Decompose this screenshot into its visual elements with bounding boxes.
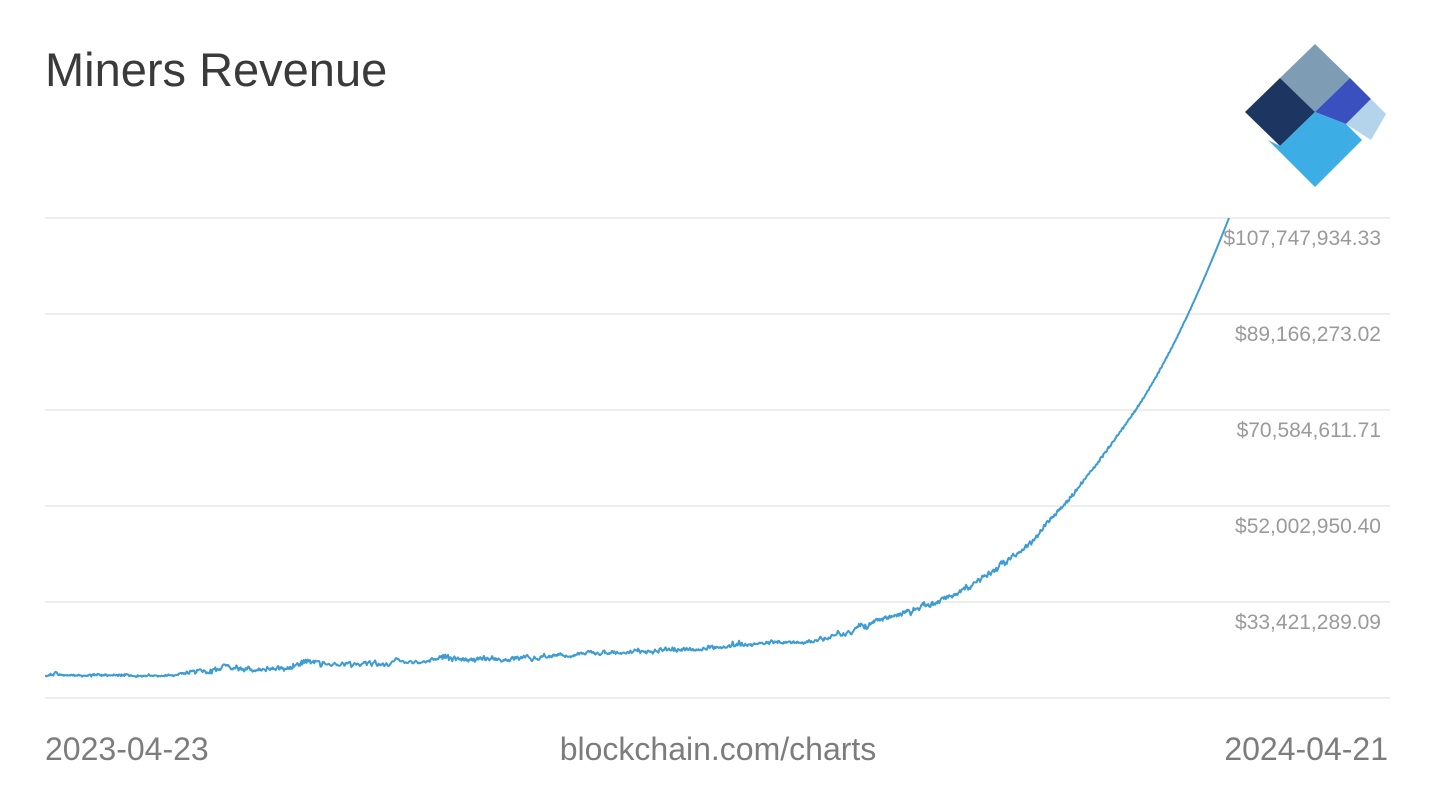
chart-title: Miners Revenue [45, 43, 388, 96]
logo-tile-lightblue [1346, 99, 1386, 140]
y-tick-label: $89,166,273.02 [1235, 323, 1381, 346]
source-label: blockchain.com/charts [559, 731, 877, 767]
y-tick-label: $70,584,611.71 [1237, 419, 1381, 442]
x-axis-start-label: 2023-04-23 [45, 731, 209, 767]
y-tick-label: $107,747,934.33 [1223, 227, 1381, 250]
series-line [44, 217, 1230, 678]
blockchain-logo [1245, 44, 1386, 187]
logo-tile-blue [1315, 78, 1371, 124]
x-axis-end-label: 2024-04-21 [1224, 731, 1388, 767]
y-tick-label: $33,421,289.09 [1235, 611, 1381, 634]
y-tick-label: $52,002,950.40 [1235, 515, 1381, 538]
logo-tile-sky [1268, 112, 1362, 187]
